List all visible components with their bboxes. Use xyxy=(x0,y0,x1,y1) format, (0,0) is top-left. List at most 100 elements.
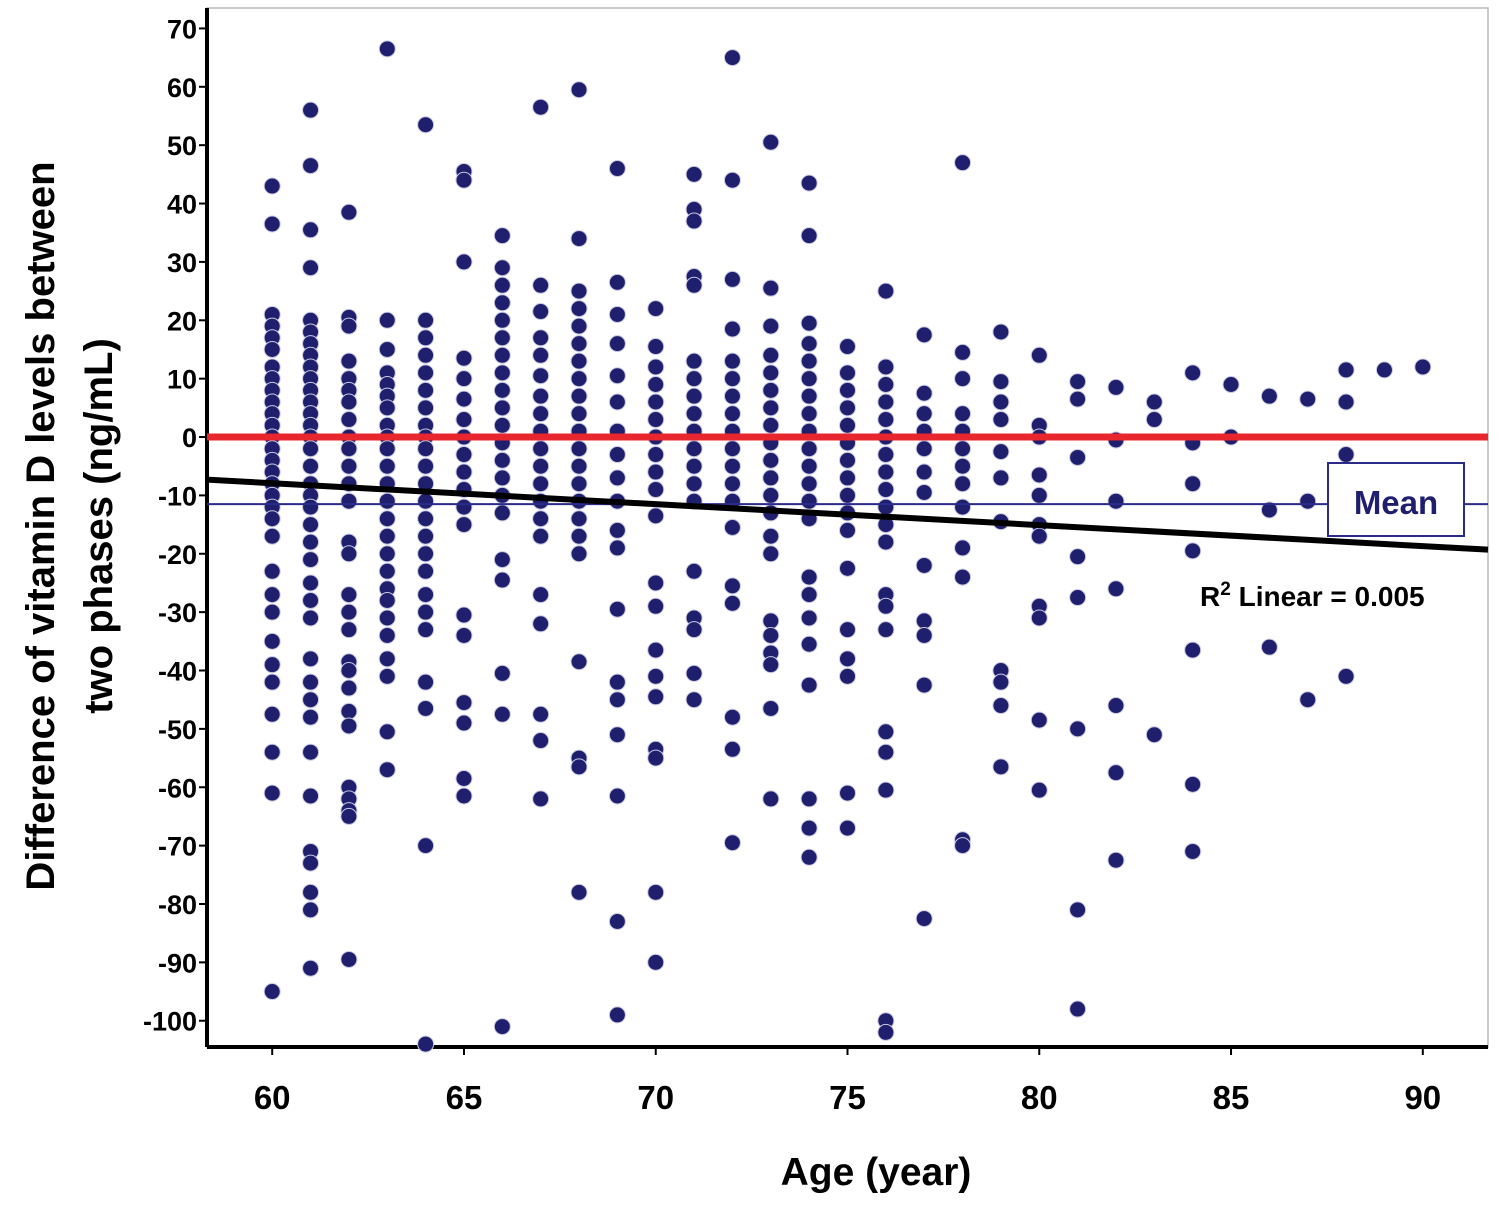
data-point xyxy=(877,481,895,499)
data-point xyxy=(685,621,703,639)
data-point xyxy=(263,603,281,621)
y-tick-label: 20 xyxy=(167,306,197,336)
data-point xyxy=(455,606,473,624)
data-point xyxy=(570,475,588,493)
data-point xyxy=(570,405,588,423)
data-point xyxy=(723,387,741,405)
data-point xyxy=(532,586,550,604)
data-point xyxy=(800,609,818,627)
data-point xyxy=(723,370,741,388)
y-tick-label: 30 xyxy=(167,248,197,278)
data-point xyxy=(1184,475,1202,493)
data-point xyxy=(723,740,741,758)
data-point xyxy=(493,259,511,277)
y-tick-label: 0 xyxy=(182,423,197,453)
data-point xyxy=(762,626,780,644)
r2-symbol: R xyxy=(1200,581,1220,612)
data-point xyxy=(417,699,435,717)
data-point xyxy=(647,300,665,318)
data-point xyxy=(1069,373,1087,391)
data-point xyxy=(570,81,588,99)
data-point xyxy=(877,533,895,551)
data-point xyxy=(263,527,281,545)
data-point xyxy=(417,837,435,855)
y-axis-title-line2: two phases (ng/mL) xyxy=(77,338,121,714)
data-point xyxy=(570,440,588,458)
y-tick-label: -60 xyxy=(158,773,197,803)
data-point xyxy=(570,352,588,370)
data-point xyxy=(340,807,358,825)
data-point xyxy=(762,399,780,417)
data-point xyxy=(455,516,473,534)
data-point xyxy=(800,819,818,837)
data-point xyxy=(877,375,895,393)
data-point xyxy=(1069,901,1087,919)
data-point xyxy=(493,469,511,487)
data-point xyxy=(1337,361,1355,379)
data-point xyxy=(1375,361,1393,379)
data-point xyxy=(532,790,550,808)
data-point xyxy=(877,446,895,464)
data-point xyxy=(1107,764,1125,782)
data-point xyxy=(1069,390,1087,408)
data-point xyxy=(1107,492,1125,510)
data-point xyxy=(647,574,665,592)
data-point xyxy=(608,521,626,539)
data-point xyxy=(839,451,856,469)
data-point xyxy=(493,571,511,589)
y-tick-label: 60 xyxy=(167,73,197,103)
x-tick-label: 60 xyxy=(254,1079,291,1116)
data-point xyxy=(839,559,856,577)
data-point xyxy=(570,457,588,475)
data-point xyxy=(608,273,626,291)
data-point xyxy=(723,49,741,67)
data-point xyxy=(302,157,320,175)
mean-legend: Mean xyxy=(1327,462,1465,537)
data-point xyxy=(378,399,396,417)
data-point xyxy=(685,475,703,493)
data-point xyxy=(954,343,972,361)
data-point xyxy=(647,641,665,659)
y-tick-label: -30 xyxy=(158,598,197,628)
data-point xyxy=(800,387,818,405)
data-point xyxy=(417,116,435,134)
data-point xyxy=(340,586,358,604)
data-point xyxy=(647,883,665,901)
data-point xyxy=(1069,448,1087,466)
data-point xyxy=(877,358,895,376)
data-point xyxy=(532,346,550,364)
data-point xyxy=(608,160,626,178)
data-point xyxy=(532,732,550,750)
data-point xyxy=(723,577,741,595)
data-point xyxy=(762,612,780,630)
x-tick-label: 70 xyxy=(637,1079,674,1116)
r2-superscript: 2 xyxy=(1220,579,1231,600)
data-point xyxy=(493,551,511,569)
data-point xyxy=(493,705,511,723)
y-tick-label: -90 xyxy=(158,948,197,978)
data-point xyxy=(378,457,396,475)
data-point xyxy=(455,370,473,388)
data-point xyxy=(455,253,473,271)
data-point xyxy=(647,338,665,356)
data-point xyxy=(800,405,818,423)
data-point xyxy=(302,691,320,709)
data-point xyxy=(570,758,588,776)
data-point xyxy=(570,545,588,563)
data-point xyxy=(685,276,703,294)
y-tick-label: 70 xyxy=(167,14,197,44)
data-point xyxy=(608,726,626,744)
data-point xyxy=(532,475,550,493)
data-point xyxy=(800,440,818,458)
data-point xyxy=(800,352,818,370)
data-point xyxy=(877,498,895,516)
data-point xyxy=(532,705,550,723)
data-point xyxy=(1107,378,1125,396)
data-point xyxy=(800,790,818,808)
data-point xyxy=(302,901,320,919)
data-point xyxy=(954,440,972,458)
data-point xyxy=(647,446,665,464)
data-point xyxy=(1069,589,1087,607)
data-point xyxy=(1069,720,1087,738)
data-point xyxy=(378,492,396,510)
